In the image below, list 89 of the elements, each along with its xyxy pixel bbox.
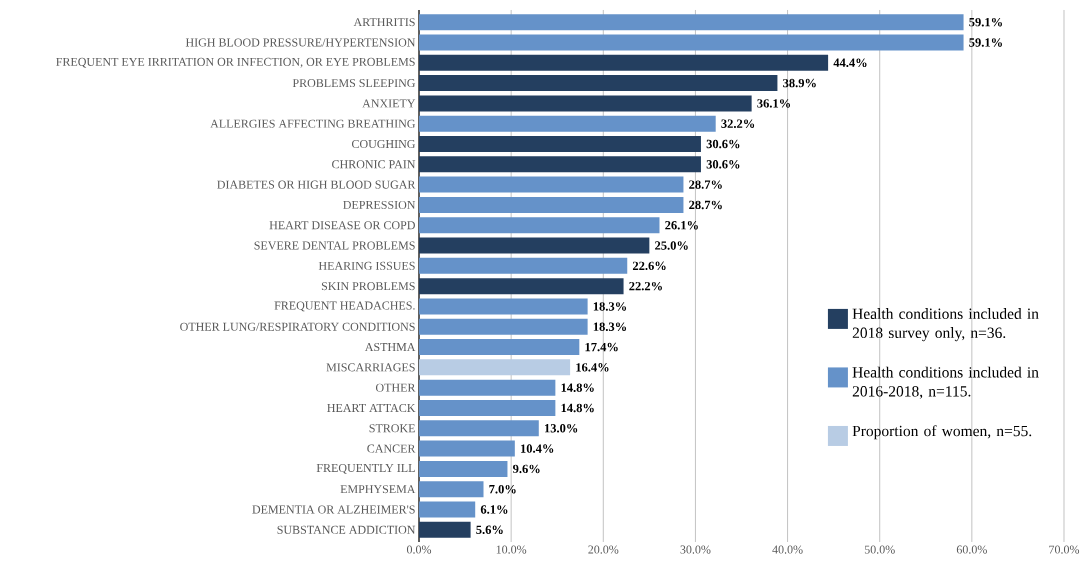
data-label: 22.6% xyxy=(632,261,666,271)
bar xyxy=(419,278,624,295)
x-tick-label: 20.0% xyxy=(588,545,619,554)
y-tick-label: DIABETES OR HIGH BLOOD SUGAR xyxy=(217,180,416,189)
y-tick-label: DEPRESSION xyxy=(343,200,416,209)
x-tick-label: 10.0% xyxy=(496,545,527,554)
bar xyxy=(419,481,484,498)
bar xyxy=(419,460,508,477)
bar xyxy=(419,75,778,92)
bar xyxy=(419,14,964,31)
x-tick-label: 40.0% xyxy=(772,545,803,554)
data-label: 17.4% xyxy=(585,342,618,352)
bar xyxy=(419,298,588,315)
data-label: 13.0% xyxy=(544,424,578,433)
y-tick-label: SKIN PROBLEMS xyxy=(321,282,415,291)
y-tick-label: EMPHYSEMA xyxy=(340,485,416,494)
y-tick-label: ASTHMA xyxy=(364,343,416,352)
x-tick-label: 60.0% xyxy=(956,545,987,554)
legend-label: Health conditions included in 2016-2018, n=115. xyxy=(852,366,1039,399)
y-tick-label: FREQUENTLY ILL xyxy=(316,463,415,474)
x-tick-label: 50.0% xyxy=(864,545,895,554)
y-tick-label: STROKE xyxy=(369,424,415,433)
data-label: 5.6% xyxy=(476,525,503,535)
bar xyxy=(419,501,476,518)
bar xyxy=(419,95,752,112)
y-tick-label: MISCARRIAGES xyxy=(326,363,415,372)
data-label: 30.6% xyxy=(706,139,740,149)
y-tick-label: COUGHING xyxy=(351,139,416,149)
y-tick-label: SUBSTANCE ADDICTION xyxy=(277,525,416,534)
y-tick-label: SEVERE DENTAL PROBLEMS xyxy=(254,241,415,250)
data-label: 7.0% xyxy=(489,484,516,494)
x-tick-label: 0.0% xyxy=(406,545,432,554)
data-label: 18.3% xyxy=(593,322,627,331)
bar xyxy=(419,339,580,356)
data-label: 14.8% xyxy=(561,403,594,413)
y-tick-label: HEARING ISSUES xyxy=(318,261,415,270)
bar xyxy=(419,399,556,416)
bar xyxy=(419,217,660,234)
y-tick-label: PROBLEMS SLEEPING xyxy=(292,79,416,88)
legend-label: Health conditions included in 2018 survey only, n=36. xyxy=(852,308,1039,342)
y-tick-label: HIGH BLOOD PRESSURE/HYPERTENSION xyxy=(185,38,416,47)
y-tick-label: CHRONIC PAIN xyxy=(332,160,416,169)
data-label: 59.1% xyxy=(969,17,1002,27)
bar xyxy=(419,54,829,71)
bar xyxy=(419,115,716,132)
data-label: 26.1% xyxy=(665,220,698,230)
y-tick-label: ALLERGIES AFFECTING BREATHING xyxy=(210,119,416,128)
bar xyxy=(419,237,650,254)
y-tick-label: OTHER xyxy=(375,383,416,392)
data-label: 18.3% xyxy=(593,302,627,311)
data-label: 9.6% xyxy=(513,464,540,474)
x-tick-label: 70.0% xyxy=(1049,545,1080,554)
bar xyxy=(419,521,471,538)
data-label: 44.4% xyxy=(833,58,867,68)
data-label: 38.9% xyxy=(783,78,816,88)
data-label: 10.4% xyxy=(521,444,554,453)
legend-label: Proportion of women, n=55. xyxy=(852,425,1032,440)
y-tick-label: OTHER LUNG/RESPIRATORY CONDITIONS xyxy=(180,322,415,331)
y-tick-label: HEART DISEASE OR COPD xyxy=(269,221,415,230)
data-label: 32.2% xyxy=(721,119,755,128)
data-label: 28.7% xyxy=(689,200,722,210)
data-label: 14.8% xyxy=(561,383,594,392)
data-label: 36.1% xyxy=(757,99,791,108)
bar xyxy=(419,359,571,376)
bar xyxy=(419,136,701,153)
bar xyxy=(419,156,701,173)
bar xyxy=(419,379,556,396)
y-tick-label: CANCER xyxy=(367,444,416,453)
data-label: 30.6% xyxy=(706,160,740,169)
data-label: 28.7% xyxy=(689,180,722,189)
bar xyxy=(419,440,515,457)
bar xyxy=(419,318,588,335)
data-label: 16.4% xyxy=(576,363,609,372)
y-tick-label: DEMENTIA OR ALZHEIMER'S xyxy=(252,505,415,514)
data-label: 22.2% xyxy=(629,281,662,291)
y-tick-label: FREQUENT HEADACHES. xyxy=(274,301,415,312)
bar xyxy=(419,34,964,51)
data-label: 59.1% xyxy=(969,38,1002,47)
y-tick-label: HEART ATTACK xyxy=(327,403,416,412)
x-tick-label: 30.0% xyxy=(680,545,711,554)
y-tick-label: ANXIETY xyxy=(362,99,416,108)
data-label: 25.0% xyxy=(655,241,688,250)
y-tick-label: FREQUENT EYE IRRITATION OR INFECTION, OR EYE PROBLEMS xyxy=(56,57,415,68)
bar xyxy=(419,196,684,213)
data-label: 6.1% xyxy=(480,505,508,514)
bar xyxy=(419,176,684,193)
bar xyxy=(419,420,539,437)
y-tick-label: ARTHRITIS xyxy=(353,18,415,27)
bar xyxy=(419,257,628,274)
